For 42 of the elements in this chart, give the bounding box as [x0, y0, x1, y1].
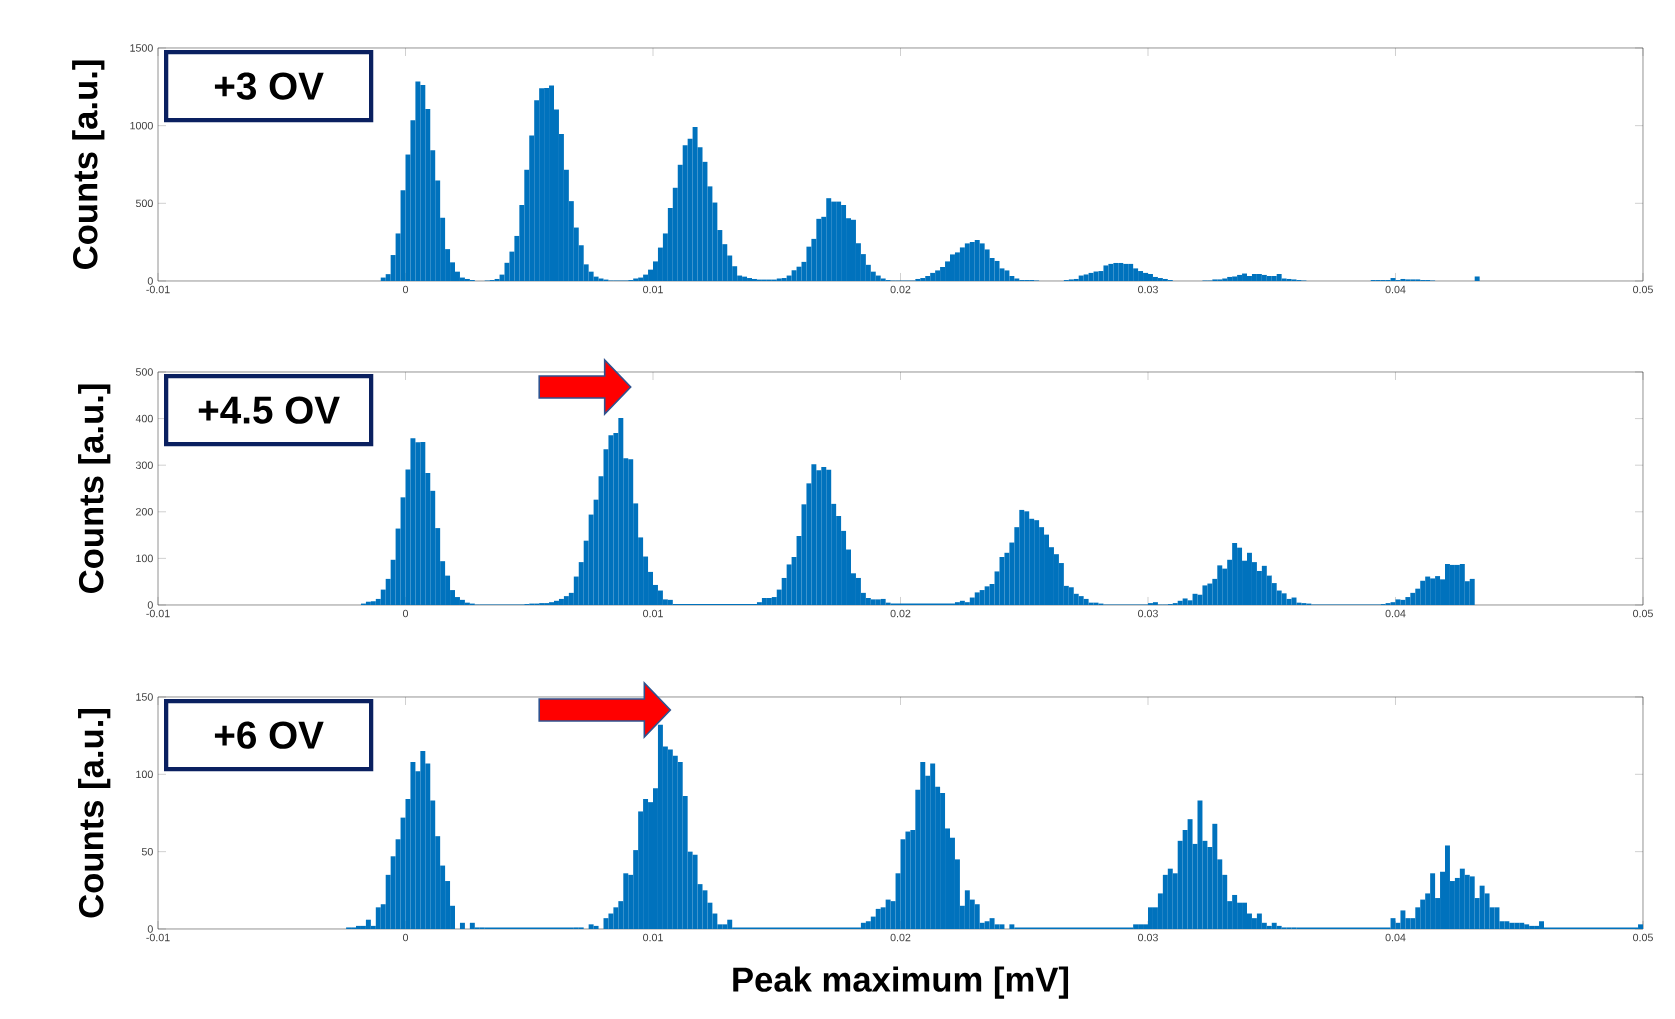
x-tick-label: 0.04 — [1385, 285, 1406, 294]
y-axis-title: Counts [a.u.] — [78, 709, 111, 918]
annotation: +3 OV — [214, 72, 324, 100]
annotation: +6 OV — [214, 721, 324, 749]
x-tick-label: 0.04 — [1385, 609, 1406, 618]
y-axis-title: Counts [a.u.] — [78, 384, 111, 593]
y-tick-label: 0 — [147, 601, 153, 609]
x-tick-label: 0.01 — [643, 933, 663, 942]
y-axis-title: Counts [a.u.] — [72, 60, 105, 269]
x-tick-label: -0.01 — [146, 933, 170, 942]
y-tick-label: 500 — [135, 199, 153, 208]
x-tick-label: 0.02 — [890, 609, 911, 618]
y-tick-label: 100 — [136, 554, 153, 563]
y-tick-label: 1500 — [130, 44, 153, 52]
x-axis-title: Peak maximum [mV] — [733, 966, 1069, 999]
x-tick-label: 0.03 — [1138, 933, 1158, 942]
x-tick-label: 0.03 — [1138, 285, 1158, 294]
y-tick-label: 0 — [147, 925, 153, 933]
y-tick-label: 50 — [141, 847, 153, 856]
y-tick-label: 150 — [136, 693, 153, 701]
y-tick-label: 200 — [136, 508, 153, 516]
x-tick-label: 0.04 — [1385, 933, 1406, 942]
x-tick-label: 0.05 — [1633, 609, 1653, 618]
x-tick-label: 0.05 — [1633, 285, 1653, 294]
y-tick-label: 0 — [147, 277, 153, 285]
x-tick-label: 0.01 — [643, 285, 663, 294]
y-tick-label: 100 — [136, 770, 153, 779]
y-tick-label: 500 — [135, 368, 153, 376]
x-tick-label: 0 — [402, 609, 409, 618]
y-tick-label: 400 — [135, 414, 153, 423]
annotation: +4.5 OV — [198, 396, 340, 424]
x-tick-label: -0.01 — [146, 609, 170, 618]
x-tick-label: -0.01 — [146, 285, 170, 294]
x-tick-label: 0.01 — [643, 609, 663, 618]
x-tick-label: 0.05 — [1633, 933, 1653, 942]
y-tick-label: 1000 — [130, 121, 153, 130]
x-tick-label: 0.02 — [890, 285, 911, 294]
x-tick-label: 0 — [402, 933, 409, 942]
y-tick-label: 300 — [135, 461, 153, 469]
x-tick-label: 0 — [402, 285, 409, 294]
x-tick-label: 0.02 — [890, 933, 911, 942]
x-tick-label: 0.03 — [1138, 609, 1158, 618]
